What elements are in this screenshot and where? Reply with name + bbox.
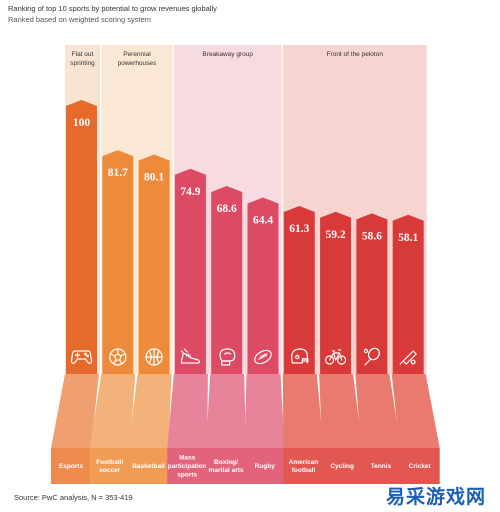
group-label-breakaway-group: Breakaway group [202,51,253,58]
watermark-logo: 易采游戏网 [386,486,487,508]
category-label: Tennis [371,463,392,470]
floor-tile-cricket [391,374,440,448]
floor-front-rugby [244,448,285,484]
bar-cricket [392,214,424,374]
gamepad-icon [70,350,93,364]
floor-tile-tennis [355,374,401,448]
value-label-mass-participation-sports: 74.9 [180,186,200,198]
value-label-tennis: 58.6 [362,230,382,242]
running-shoe-icon [180,348,200,364]
cricket-bat-icon [399,350,417,365]
category-label: Esports [59,463,84,470]
value-label-boxing-martial-arts: 68.6 [217,203,237,215]
floor-tile-american-football [282,374,324,448]
bar-basketball [138,154,170,374]
tennis-racket-icon [363,347,380,366]
floor-front-football-soccer [89,448,130,484]
bar-esports [66,100,97,374]
value-label-cricket: 58.1 [398,232,418,244]
football-helmet-icon [291,348,309,364]
bar-boxing-martial-arts [211,186,243,374]
value-label-rugby: 64.4 [253,215,273,227]
group-label-perennial-powerhouses: Perennial powerhouses [118,51,157,67]
floor-tile-cycling [319,374,363,448]
bar-cycling [320,211,352,374]
group-label-front-of-the-peloton: Front of the peloton [327,51,384,58]
value-label-basketball: 80.1 [144,172,164,184]
bar-american-football [283,206,315,374]
bar-tennis [356,213,388,374]
floor-front-cricket [399,448,440,484]
floor-front-tennis [360,448,401,484]
floor-front-mass-participation-sports [167,448,208,484]
bicycle-icon [325,349,347,365]
boxing-glove-icon [219,348,236,366]
bar-mass-participation-sports [174,168,206,374]
floor-front-basketball [128,448,169,484]
category-label: Cricket [409,463,432,470]
category-label: Rugby [255,463,276,470]
floor-tile-boxing-martial-arts [205,374,246,448]
chart-title: Ranking of top 10 sports by potential to… [8,4,217,13]
floor-tile-basketball [128,374,172,448]
value-label-esports: 100 [73,117,91,129]
category-label: Basketball [132,463,165,470]
soccer-ball-icon [109,348,127,366]
value-label-football-soccer: 81.7 [108,167,128,179]
floor-front-boxing-martial-arts [205,448,246,484]
group-label-flat-out-sprinting: Flat out sprinting [70,51,95,67]
floor-tile-football-soccer [89,374,136,448]
category-label: American football [289,459,319,474]
value-label-american-football: 61.3 [289,223,309,235]
category-label: Cycling [330,463,354,470]
floor-front-esports [51,448,91,484]
category-label: Boxing/martial arts [208,459,243,474]
floor-tile-mass-participation-sports [167,374,208,448]
floor-front-american-football [283,448,324,484]
floor-tile-rugby [244,374,285,448]
value-label-cycling: 59.2 [326,229,346,241]
floor-tile-esports [51,374,99,448]
basketball-icon [145,348,163,366]
sport-icons [70,347,417,366]
category-label: Mass participation sports [168,455,207,479]
bar-rugby [247,197,279,374]
source-note: Source: PwC analysis, N = 353-419 [14,493,133,502]
bars: 100 81.7 80.1 74.9 68.6 64.4 61.3 59.2 58.6 58.1 [66,100,424,374]
bar-football-soccer [102,150,134,374]
floor-front-cycling [322,448,363,484]
chart-subtitle: Ranked based on weighted scoring system [8,15,151,24]
rugby-ball-icon [254,349,272,365]
category-label: Football/soccer [96,459,123,474]
